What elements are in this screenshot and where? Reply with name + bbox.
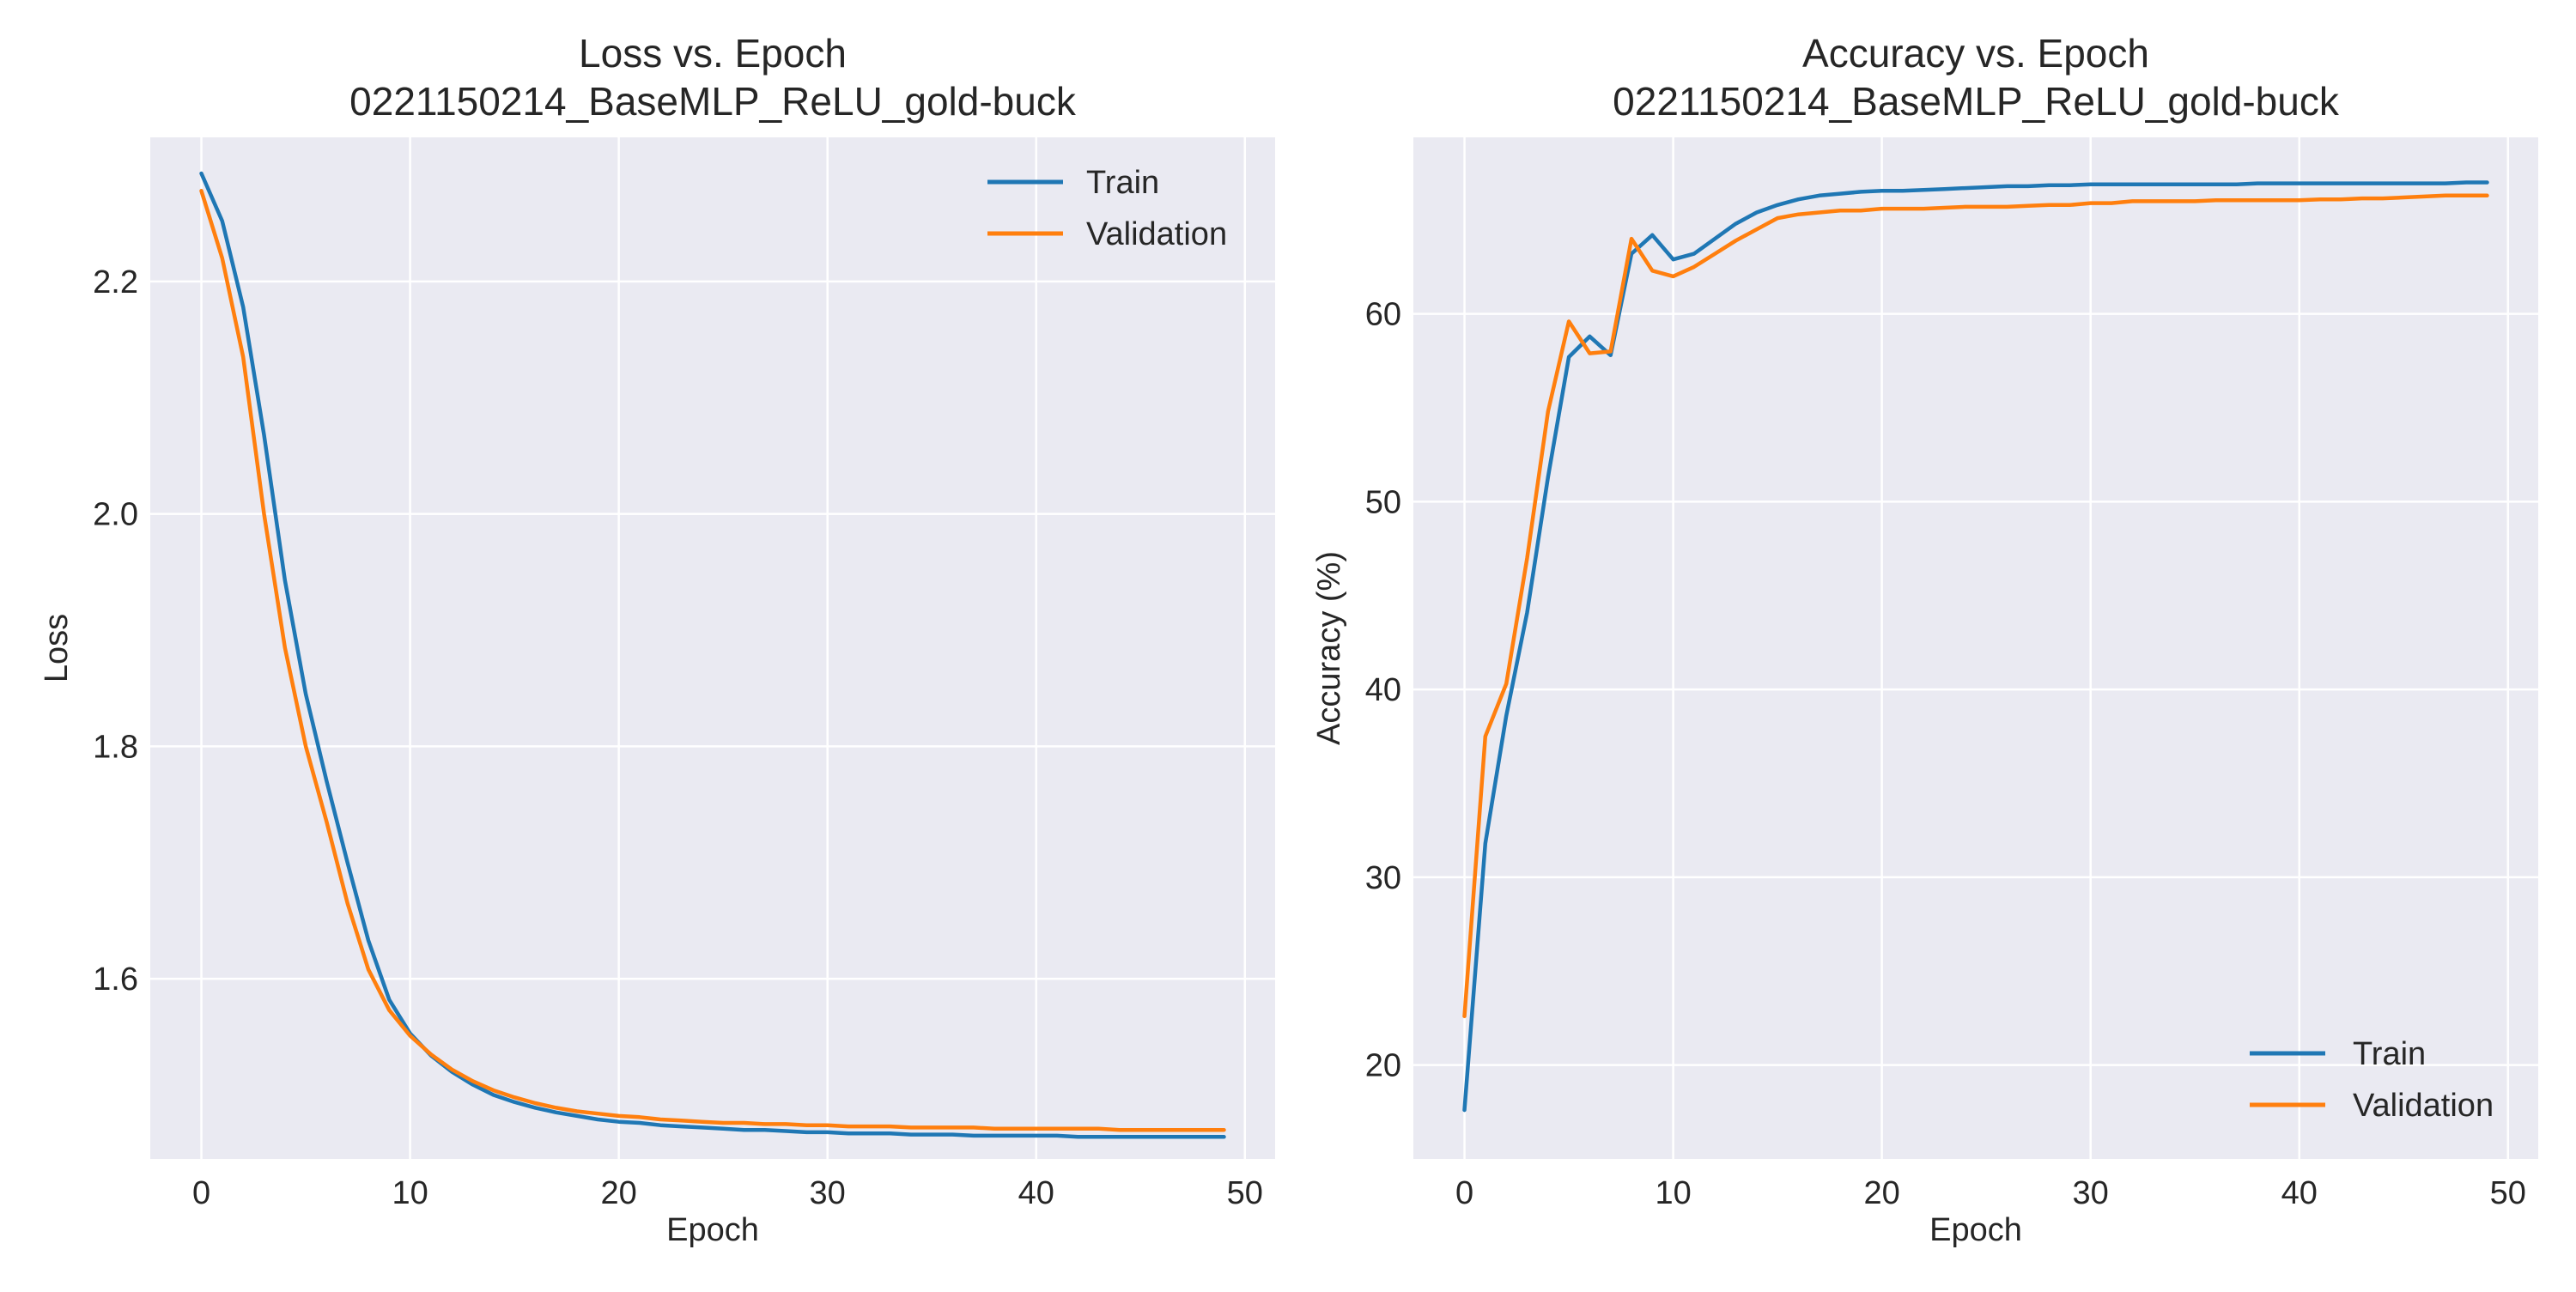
accuracy-y-ticks: 20 30 40 50 60 [1365, 297, 1401, 1084]
accuracy-x-tick-label: 20 [1863, 1175, 1899, 1211]
accuracy-x-tick-label: 10 [1655, 1175, 1691, 1211]
accuracy-x-tick-label: 50 [2490, 1175, 2526, 1211]
loss-x-ticks: 0 10 20 30 40 50 [192, 1175, 1263, 1211]
accuracy-plot-area [1413, 137, 2538, 1159]
loss-x-tick-label: 50 [1227, 1175, 1263, 1211]
accuracy-x-axis-label: Epoch [1929, 1212, 2022, 1248]
loss-legend-validation-label: Validation [1086, 216, 1227, 252]
loss-x-tick-label: 30 [810, 1175, 846, 1211]
loss-chart: Loss vs. Epoch 0221150214_BaseMLP_ReLU_g… [39, 31, 1275, 1248]
loss-y-tick-label: 1.8 [93, 729, 138, 765]
accuracy-y-tick-label: 60 [1365, 297, 1401, 333]
accuracy-x-tick-label: 30 [2073, 1175, 2109, 1211]
loss-y-ticks: 1.6 1.8 2.0 2.2 [93, 264, 138, 998]
loss-x-tick-label: 0 [192, 1175, 210, 1211]
accuracy-y-tick-label: 50 [1365, 484, 1401, 520]
loss-grid [150, 137, 1275, 1159]
accuracy-grid [1413, 137, 2538, 1159]
accuracy-chart-subtitle: 0221150214_BaseMLP_ReLU_gold-buck [1613, 79, 2340, 124]
loss-series [199, 171, 1226, 1139]
loss-x-axis-label: Epoch [666, 1212, 759, 1248]
loss-plot-area [150, 137, 1275, 1159]
accuracy-legend: Train Validation [2250, 1036, 2494, 1124]
loss-x-tick-label: 40 [1018, 1175, 1054, 1211]
accuracy-y-tick-label: 40 [1365, 672, 1401, 708]
loss-y-axis-label: Loss [39, 614, 75, 682]
accuracy-series-validation-line [1462, 193, 2489, 1019]
loss-chart-subtitle: 0221150214_BaseMLP_ReLU_gold-buck [349, 79, 1077, 124]
accuracy-chart-title: Accuracy vs. Epoch [1802, 31, 2149, 76]
accuracy-chart: Accuracy vs. Epoch 0221150214_BaseMLP_Re… [1311, 31, 2538, 1248]
accuracy-y-axis-label: Accuracy (%) [1311, 551, 1347, 745]
accuracy-x-tick-label: 0 [1455, 1175, 1473, 1211]
loss-legend: Train Validation [987, 165, 1227, 252]
loss-y-tick-label: 1.6 [93, 961, 138, 998]
loss-x-tick-label: 20 [600, 1175, 636, 1211]
accuracy-legend-validation-label: Validation [2353, 1088, 2494, 1124]
accuracy-series [1462, 180, 2489, 1113]
loss-chart-title: Loss vs. Epoch [579, 31, 847, 76]
loss-series-train-line [199, 171, 1226, 1139]
accuracy-x-tick-label: 40 [2281, 1175, 2318, 1211]
loss-series-validation-line [199, 189, 1226, 1132]
loss-legend-train-label: Train [1086, 165, 1159, 201]
accuracy-y-tick-label: 20 [1365, 1048, 1401, 1084]
accuracy-x-ticks: 0 10 20 30 40 50 [1455, 1175, 2526, 1211]
accuracy-y-tick-label: 30 [1365, 860, 1401, 896]
loss-y-tick-label: 2.0 [93, 497, 138, 533]
accuracy-legend-train-label: Train [2353, 1036, 2426, 1072]
loss-y-tick-label: 2.2 [93, 264, 138, 300]
loss-x-tick-label: 10 [392, 1175, 428, 1211]
accuracy-series-train-line [1462, 180, 2489, 1113]
